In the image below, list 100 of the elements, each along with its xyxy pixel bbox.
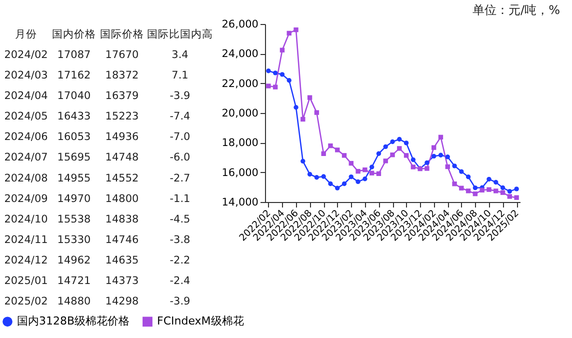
point <box>390 139 395 144</box>
point <box>362 176 368 182</box>
point <box>507 188 512 194</box>
point <box>397 146 402 151</box>
point <box>362 167 368 172</box>
text: 15223 <box>105 110 139 123</box>
point <box>348 174 354 180</box>
text: -4.5 <box>170 213 190 226</box>
text: 2024/11 <box>4 234 48 246</box>
text: 14970 <box>57 192 91 205</box>
point <box>328 143 333 148</box>
point <box>432 145 436 150</box>
point <box>514 195 519 200</box>
point <box>438 152 444 158</box>
point <box>500 190 506 195</box>
text: 18372 <box>105 69 139 82</box>
point <box>494 188 498 194</box>
text: -3.9 <box>170 296 190 308</box>
point <box>280 72 285 77</box>
y-tick-label: 24,000 <box>222 48 258 60</box>
point <box>294 27 298 32</box>
point <box>410 157 416 162</box>
point <box>459 186 464 190</box>
point <box>314 110 320 115</box>
text: 15330 <box>57 234 91 246</box>
point <box>459 169 464 174</box>
text: 15695 <box>57 152 91 164</box>
point <box>300 116 306 122</box>
text: 2024/02 <box>4 48 48 61</box>
point <box>424 160 430 166</box>
point <box>452 182 457 186</box>
point <box>376 151 382 156</box>
point <box>494 180 498 185</box>
text: 2024/03 <box>4 69 48 82</box>
y-tick-label: 20,000 <box>222 108 258 120</box>
text: -2.7 <box>170 172 190 184</box>
y-tick-label: 14,000 <box>222 196 258 208</box>
point <box>342 153 347 158</box>
point <box>390 152 395 158</box>
text: 2024/12 <box>4 254 48 267</box>
point <box>348 160 354 166</box>
text: 14880 <box>57 296 91 308</box>
point <box>286 30 292 36</box>
text: 2024/09 <box>4 192 48 205</box>
point <box>383 158 388 164</box>
point <box>466 188 471 194</box>
legend-label: 国内3128B级棉花价格 <box>17 314 130 328</box>
point <box>376 171 382 176</box>
text: 16433 <box>57 110 91 123</box>
text: 国际比国内高 <box>147 27 213 40</box>
text: 14721 <box>57 275 91 288</box>
text: 14962 <box>57 254 91 267</box>
y-tick-label: 22,000 <box>222 78 258 90</box>
point <box>272 70 278 76</box>
point <box>397 136 402 142</box>
point <box>480 188 484 192</box>
text: 15538 <box>57 213 91 226</box>
text: 14936 <box>105 131 140 144</box>
point <box>424 166 430 171</box>
y-tick-label: 26,000 <box>222 18 258 30</box>
point <box>321 174 326 179</box>
text: 16053 <box>57 131 91 144</box>
point <box>335 186 340 190</box>
point <box>266 68 271 74</box>
y-tick-label: 18,000 <box>222 137 258 150</box>
text: 14373 <box>105 275 139 288</box>
point <box>514 186 519 192</box>
text: 17087 <box>57 48 91 61</box>
point <box>438 134 444 140</box>
text: -3.9 <box>170 90 190 102</box>
point <box>507 194 512 199</box>
text: 2025/02 <box>4 296 48 308</box>
text: 2024/05 <box>4 110 48 123</box>
text: 2025/01 <box>4 275 48 288</box>
point <box>404 140 409 146</box>
text: 3.4 <box>172 48 189 61</box>
point <box>369 170 374 176</box>
text: -7.0 <box>170 131 190 144</box>
text: 14748 <box>105 152 139 164</box>
text: 国内价格 <box>52 27 96 40</box>
point <box>286 78 292 83</box>
point <box>500 185 506 190</box>
point <box>404 153 409 158</box>
text: 14955 <box>57 172 91 184</box>
legend-label: FCIndexM级棉花 <box>157 314 244 328</box>
text: 14298 <box>105 296 139 308</box>
point <box>307 172 312 177</box>
point <box>294 105 298 110</box>
text: -1.1 <box>170 192 190 205</box>
point <box>432 154 436 159</box>
point <box>445 164 450 170</box>
text: -6.0 <box>170 152 190 164</box>
point <box>307 95 312 100</box>
point <box>314 175 320 180</box>
text: 月份 <box>15 28 37 40</box>
text: 16379 <box>105 90 139 102</box>
point <box>486 187 492 192</box>
point <box>300 158 306 164</box>
text: 17670 <box>105 48 139 61</box>
point <box>328 181 333 186</box>
